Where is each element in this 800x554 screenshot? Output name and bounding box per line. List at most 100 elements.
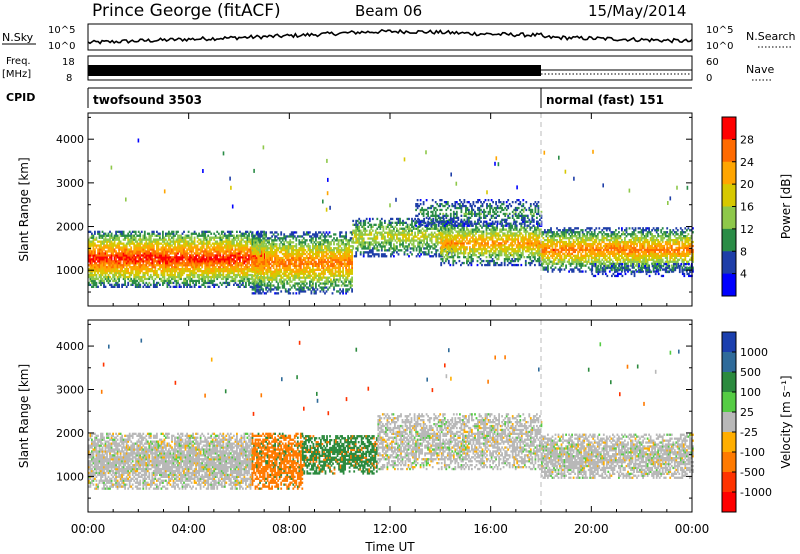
- heatmap-cell: [174, 266, 176, 269]
- heatmap-cell: [163, 256, 166, 259]
- heatmap-cell: [184, 283, 187, 286]
- heatmap-cell: [195, 252, 197, 255]
- heatmap-cell: [152, 283, 155, 286]
- heatmap-cell: [163, 262, 166, 265]
- heatmap-cell: [124, 270, 126, 273]
- heatmap-cell: [260, 266, 263, 269]
- heatmap-cell: [118, 283, 120, 286]
- heatmap-cell: [118, 252, 120, 255]
- heatmap-cell: [301, 239, 304, 242]
- heatmap-cell: [325, 254, 328, 258]
- heatmap-cell: [156, 242, 158, 245]
- heatmap-cell: [277, 233, 280, 236]
- heatmap-cell: [103, 262, 105, 265]
- heatmap-cell: [162, 281, 164, 285]
- heatmap-cell: [131, 283, 134, 286]
- heatmap-cell: [193, 285, 196, 288]
- heatmap-cell: [186, 262, 188, 265]
- heatmap-cell: [92, 240, 95, 243]
- heatmap-cell: [98, 240, 101, 243]
- heatmap-cell: [275, 254, 278, 258]
- heatmap-cell: [91, 277, 93, 281]
- heatmap-cell: [195, 266, 197, 269]
- heatmap-cell: [130, 283, 133, 286]
- heatmap-cell: [356, 223, 359, 226]
- nsky-tick-top: 10^5: [48, 25, 75, 36]
- heatmap-cell: [162, 266, 164, 269]
- heatmap-cell: [382, 229, 385, 232]
- heatmap-cell: [94, 258, 96, 261]
- heatmap-cell: [157, 260, 160, 263]
- heatmap-cell: [246, 252, 249, 255]
- heatmap-cell: [140, 238, 143, 241]
- heatmap-cell: [207, 234, 210, 237]
- heatmap-cell: [172, 258, 175, 261]
- heatmap-cell: [421, 245, 424, 248]
- heatmap-cell: [196, 275, 199, 279]
- heatmap-cell: [365, 247, 368, 250]
- heatmap-cell: [95, 258, 98, 261]
- heatmap-cell: [421, 223, 424, 226]
- heatmap-cell: [100, 262, 102, 265]
- heatmap-cell: [405, 229, 407, 232]
- heatmap-cell: [104, 238, 107, 241]
- heatmap-cell: [125, 246, 128, 249]
- heatmap-cell: [103, 240, 105, 243]
- heatmap-cell: [97, 258, 99, 261]
- heatmap-cell: [109, 238, 111, 241]
- heatmap-cell: [289, 266, 292, 269]
- heatmap-cell: [186, 285, 188, 288]
- heatmap-cell: [106, 256, 108, 259]
- heatmap-cell: [122, 264, 125, 267]
- heatmap-cell: [100, 252, 102, 255]
- heatmap-cell: [265, 233, 267, 236]
- heatmap-cell: [163, 277, 166, 281]
- heatmap-cell: [125, 256, 128, 259]
- heatmap-cell: [168, 238, 170, 241]
- heatmap-cell: [175, 275, 178, 279]
- heatmap-cell: [458, 256, 461, 259]
- heatmap-cell: [136, 266, 139, 269]
- heatmap-cell: [140, 268, 143, 271]
- heatmap-cell: [148, 268, 151, 271]
- nsky-trace: [87, 28, 693, 45]
- heatmap-cell: [181, 248, 184, 251]
- heatmap-cell: [184, 240, 187, 243]
- heatmap-cell: [348, 266, 350, 269]
- heatmap-cell: [302, 231, 305, 234]
- heatmap-cell: [100, 264, 102, 267]
- heatmap-cell: [180, 238, 182, 241]
- heatmap-cell: [104, 285, 107, 288]
- heatmap-cell: [266, 245, 269, 248]
- heatmap-cell: [125, 234, 128, 237]
- heatmap-cell: [100, 248, 102, 251]
- heatmap-cell: [128, 234, 131, 237]
- heatmap-cell: [156, 230, 158, 233]
- heatmap-cell: [192, 232, 194, 235]
- heatmap-cell: [318, 284, 320, 287]
- heatmap-cell: [171, 264, 173, 267]
- heatmap-cell: [137, 268, 140, 271]
- heatmap-cell: [92, 275, 95, 279]
- heatmap-cell: [231, 234, 234, 237]
- heatmap-cell: [177, 248, 179, 251]
- heatmap-cell: [169, 234, 172, 237]
- heatmap-cell: [100, 256, 102, 259]
- heatmap-cell: [426, 229, 428, 232]
- heatmap-cell: [352, 247, 355, 250]
- heatmap-cell: [275, 256, 278, 260]
- heatmap-cell: [225, 285, 228, 288]
- heatmap-cell: [305, 256, 308, 260]
- heatmap-cell: [146, 262, 149, 265]
- heatmap-cell: [109, 248, 111, 251]
- heatmap-cell: [91, 270, 93, 273]
- heatmap-cell: [121, 242, 123, 245]
- heatmap-cell: [359, 223, 362, 226]
- heatmap-cell: [321, 270, 323, 273]
- heatmap-cell: [246, 275, 249, 279]
- heatmap-cell: [107, 234, 110, 237]
- heatmap-cell: [175, 281, 178, 285]
- heatmap-cell: [131, 240, 134, 243]
- heatmap-cell: [109, 279, 111, 283]
- heatmap-cell: [101, 230, 104, 233]
